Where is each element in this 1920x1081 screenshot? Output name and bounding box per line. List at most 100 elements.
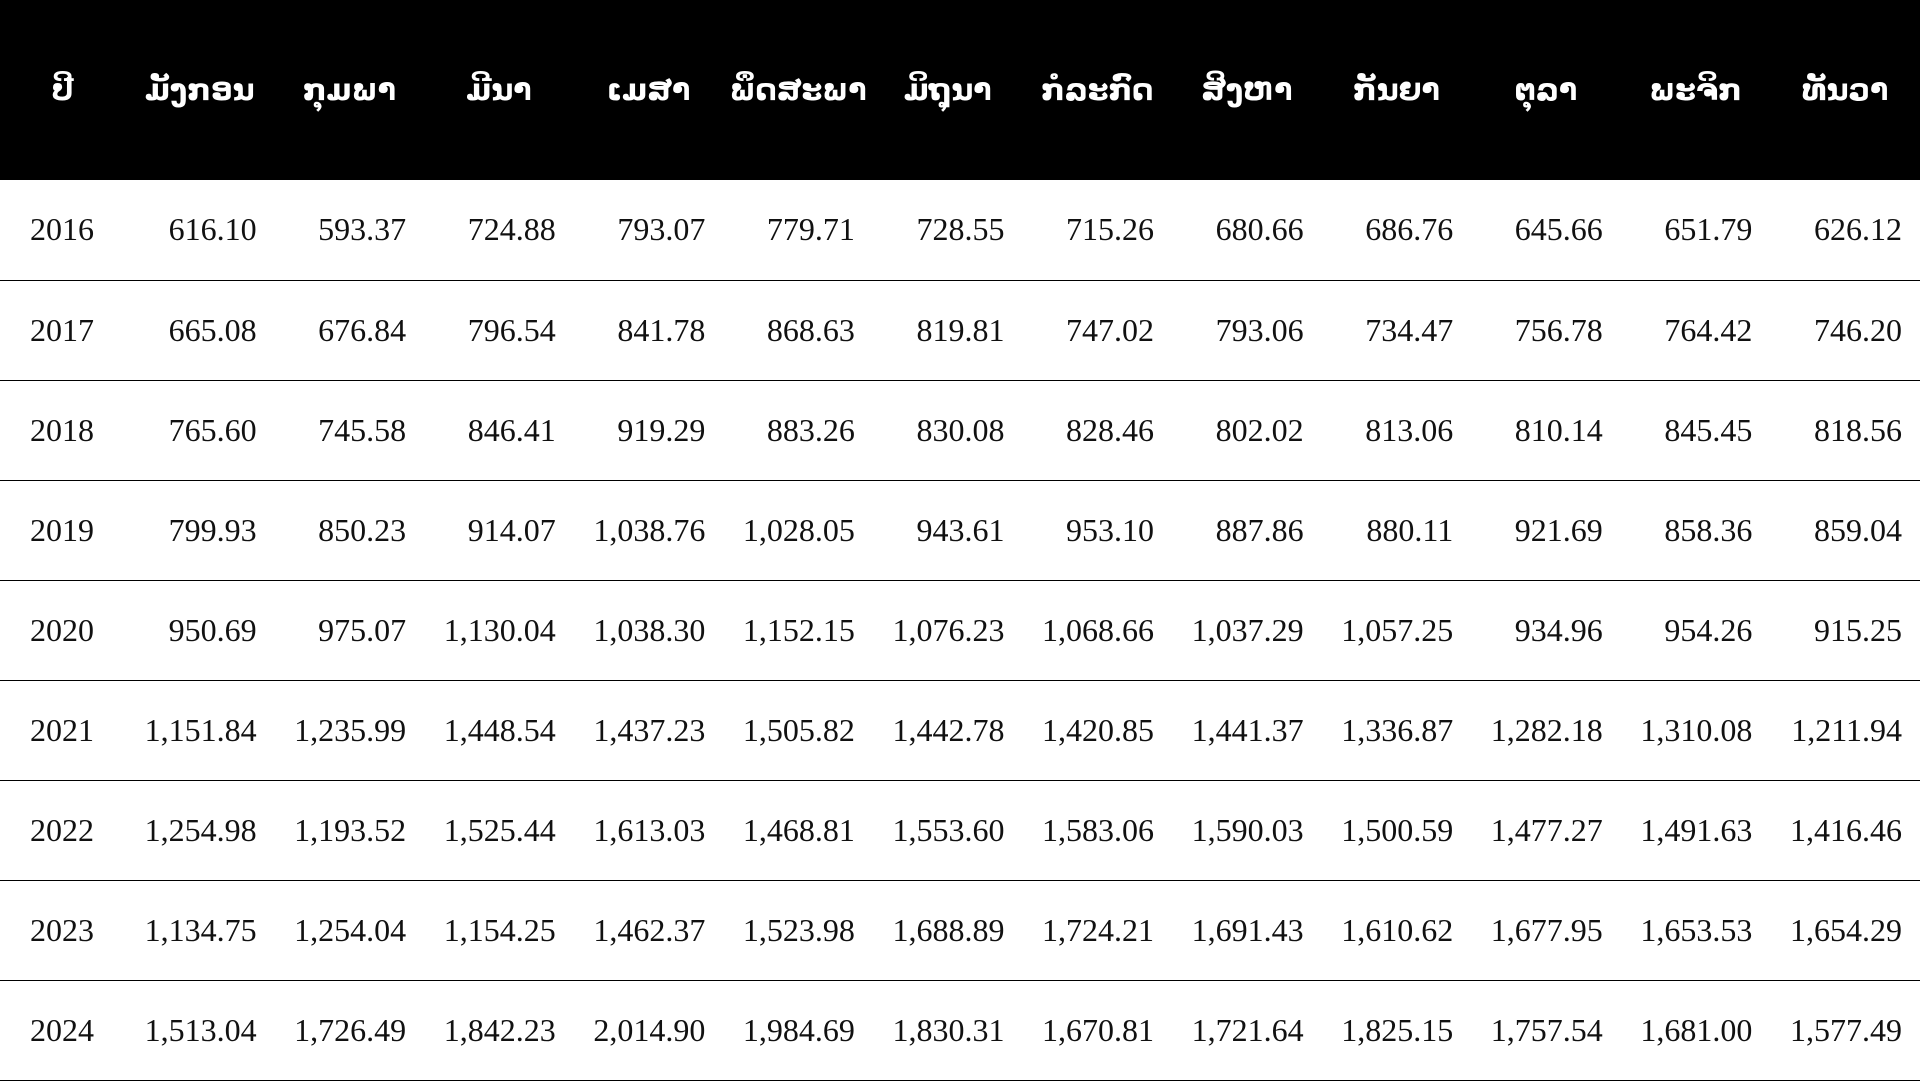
value-cell: 921.69 <box>1514 511 1603 548</box>
value-cell: 1,441.37 <box>1191 711 1304 748</box>
value-cell: 943.61 <box>916 511 1005 548</box>
value-cell: 645.66 <box>1514 211 1603 248</box>
column-header-month-8: ສິງຫາ <box>1201 72 1293 108</box>
value-cell: 1,477.27 <box>1490 811 1603 848</box>
value-cell: 919.29 <box>617 411 706 448</box>
value-cell: 1,152.15 <box>742 611 855 648</box>
value-cell: 1,057.25 <box>1341 611 1454 648</box>
value-cell: 1,462.37 <box>593 911 706 948</box>
table-row: 2019 799.93 850.23 914.07 1,038.76 1,028.05 94… <box>0 480 1920 580</box>
value-cell: 1,553.60 <box>892 811 1005 848</box>
value-cell: 593.37 <box>318 211 407 248</box>
value-cell: 676.84 <box>318 311 407 348</box>
value-cell: 1,068.66 <box>1042 611 1155 648</box>
value-cell: 1,254.04 <box>294 911 407 948</box>
value-cell: 1,037.29 <box>1191 611 1304 648</box>
value-cell: 883.26 <box>766 411 855 448</box>
column-header-month-5: ພຶດສະພາ <box>729 72 867 108</box>
value-cell: 975.07 <box>318 611 407 648</box>
value-cell: 850.23 <box>318 511 407 548</box>
value-cell: 954.26 <box>1664 611 1753 648</box>
value-cell: 1,513.04 <box>144 1011 257 1048</box>
value-cell: 1,842.23 <box>443 1011 556 1048</box>
column-header-month-1: ມັງກອນ <box>145 72 255 108</box>
value-cell: 1,491.63 <box>1640 811 1753 848</box>
value-cell: 1,468.81 <box>742 811 855 848</box>
value-cell: 841.78 <box>617 311 706 348</box>
value-cell: 686.76 <box>1365 211 1454 248</box>
value-cell: 915.25 <box>1814 611 1902 648</box>
value-cell: 747.02 <box>1066 311 1155 348</box>
value-cell: 651.79 <box>1664 211 1753 248</box>
value-cell: 950.69 <box>168 611 257 648</box>
value-cell: 1,670.81 <box>1042 1011 1155 1048</box>
table-row: 2021 1,151.84 1,235.99 1,448.54 1,437.23 1,50… <box>0 680 1920 780</box>
value-cell: 1,830.31 <box>892 1011 1005 1048</box>
value-cell: 1,505.82 <box>742 711 855 748</box>
value-cell: 734.47 <box>1365 311 1454 348</box>
value-cell: 1,613.03 <box>593 811 706 848</box>
value-cell: 1,254.98 <box>144 811 257 848</box>
value-cell: 1,577.49 <box>1790 1011 1902 1048</box>
value-cell: 1,525.44 <box>443 811 556 848</box>
value-cell: 1,282.18 <box>1490 711 1603 748</box>
value-cell: 813.06 <box>1365 411 1454 448</box>
value-cell: 845.45 <box>1664 411 1753 448</box>
value-cell: 1,721.64 <box>1191 1011 1304 1048</box>
value-cell: 756.78 <box>1514 311 1603 348</box>
value-cell: 799.93 <box>168 511 257 548</box>
column-header-year: ປີ <box>51 72 74 108</box>
value-cell: 765.60 <box>168 411 257 448</box>
table-header: ປີ ມັງກອນ ກຸມພາ ມີນາ ເມສາ ພຶດສະພາ ມິຖຸນາ ກໍລະກົ… <box>0 0 1920 180</box>
value-cell: 880.11 <box>1366 511 1454 548</box>
year-cell: 2022 <box>30 811 94 848</box>
value-cell: 1,681.00 <box>1640 1011 1753 1048</box>
year-cell: 2024 <box>30 1011 94 1048</box>
value-cell: 934.96 <box>1514 611 1603 648</box>
value-cell: 724.88 <box>467 211 556 248</box>
table-row: 2016 616.10 593.37 724.88 793.07 779.71 728.55… <box>0 180 1920 280</box>
table-body: 2016 616.10 593.37 724.88 793.07 779.71 728.55… <box>0 180 1920 1080</box>
column-header-month-12: ທັນວາ <box>1802 72 1889 108</box>
value-cell: 1,691.43 <box>1191 911 1304 948</box>
value-cell: 1,130.04 <box>443 611 556 648</box>
value-cell: 868.63 <box>766 311 855 348</box>
value-cell: 2,014.90 <box>593 1011 706 1048</box>
value-cell: 715.26 <box>1066 211 1155 248</box>
value-cell: 1,310.08 <box>1640 711 1753 748</box>
value-cell: 802.02 <box>1215 411 1304 448</box>
value-cell: 1,336.87 <box>1341 711 1454 748</box>
value-cell: 1,038.30 <box>593 611 706 648</box>
value-cell: 616.10 <box>168 211 257 248</box>
year-cell: 2019 <box>30 511 94 548</box>
value-cell: 858.36 <box>1664 511 1753 548</box>
year-cell: 2023 <box>30 911 94 948</box>
header-row: ປີ ມັງກອນ ກຸມພາ ມີນາ ເມສາ ພຶດສະພາ ມິຖຸນາ ກໍລະກົ… <box>0 0 1920 180</box>
column-header-month-2: ກຸມພາ <box>302 72 396 108</box>
value-cell: 1,420.85 <box>1042 711 1155 748</box>
year-cell: 2021 <box>30 711 94 748</box>
value-cell: 746.20 <box>1814 311 1902 348</box>
column-header-month-4: ເມສາ <box>606 72 691 108</box>
value-cell: 1,726.49 <box>294 1011 407 1048</box>
value-cell: 796.54 <box>467 311 556 348</box>
value-cell: 1,151.84 <box>144 711 257 748</box>
year-cell: 2018 <box>30 411 94 448</box>
value-cell: 846.41 <box>467 411 556 448</box>
value-cell: 665.08 <box>168 311 257 348</box>
value-cell: 1,500.59 <box>1341 811 1454 848</box>
value-cell: 1,677.95 <box>1490 911 1603 948</box>
value-cell: 1,211.94 <box>1791 711 1902 748</box>
table-row: 2018 765.60 745.58 846.41 919.29 883.26 830.08… <box>0 380 1920 480</box>
value-cell: 1,154.25 <box>443 911 556 948</box>
value-cell: 1,442.78 <box>892 711 1005 748</box>
value-cell: 887.86 <box>1215 511 1304 548</box>
table-row: 2017 665.08 676.84 796.54 841.78 868.63 819.81… <box>0 280 1920 380</box>
column-header-month-6: ມິຖຸນາ <box>903 72 992 108</box>
column-header-month-7: ກໍລະກົດ <box>1041 72 1154 108</box>
value-cell: 1,610.62 <box>1341 911 1454 948</box>
value-cell: 1,825.15 <box>1341 1011 1454 1048</box>
value-cell: 1,688.89 <box>892 911 1005 948</box>
value-cell: 1,590.03 <box>1191 811 1304 848</box>
